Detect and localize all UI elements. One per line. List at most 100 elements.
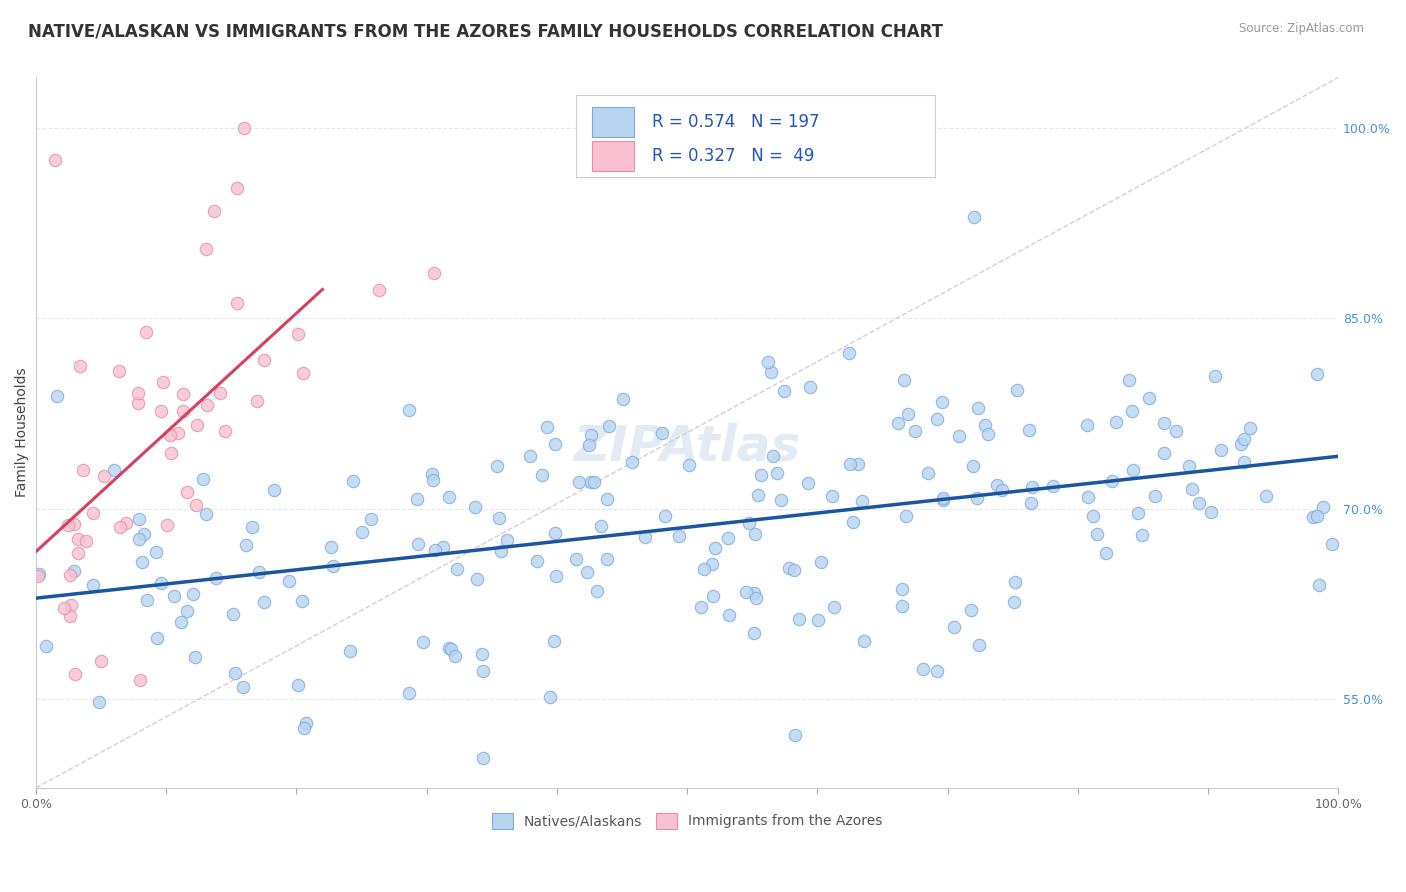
Point <box>807 613 830 627</box>
Point <box>620 454 643 468</box>
Point <box>738 516 761 531</box>
Point <box>702 589 724 603</box>
Point <box>491 543 513 558</box>
Point <box>595 492 617 507</box>
Point <box>129 673 152 687</box>
Point <box>1233 432 1256 446</box>
Point <box>72 462 94 476</box>
Point <box>943 620 966 634</box>
Point <box>842 516 865 530</box>
Point <box>742 586 765 600</box>
Point <box>810 555 832 569</box>
Point <box>253 595 276 609</box>
Point <box>437 490 460 504</box>
Point <box>851 494 873 508</box>
Point <box>472 664 495 678</box>
Point <box>904 425 927 439</box>
Point <box>948 429 970 443</box>
Point <box>89 695 111 709</box>
Point <box>46 388 69 402</box>
Point <box>27 568 49 582</box>
Point <box>67 546 90 560</box>
Point <box>423 266 446 280</box>
Point <box>134 527 156 541</box>
Point <box>437 641 460 656</box>
Point <box>589 519 612 533</box>
Point <box>486 459 509 474</box>
Point <box>367 283 389 297</box>
Point <box>295 715 318 730</box>
Point <box>60 598 83 612</box>
Point <box>799 380 821 394</box>
Point <box>519 449 541 463</box>
Point <box>1188 496 1211 510</box>
Point <box>471 647 494 661</box>
Point <box>991 483 1014 497</box>
Point <box>420 467 443 482</box>
Point <box>1018 423 1040 437</box>
Point <box>224 665 246 680</box>
Point <box>734 585 756 599</box>
Point <box>127 396 149 410</box>
Point <box>783 563 806 577</box>
Point <box>202 203 225 218</box>
Point <box>756 355 779 369</box>
Point <box>747 488 769 502</box>
Point <box>235 538 257 552</box>
Point <box>412 634 434 648</box>
Point <box>783 728 806 742</box>
Point <box>717 531 740 545</box>
Text: ZIPAtlas: ZIPAtlas <box>574 423 801 471</box>
Point <box>67 533 90 547</box>
Point <box>772 384 794 399</box>
Point <box>896 509 918 524</box>
Point <box>1077 491 1099 505</box>
Point <box>222 607 245 621</box>
Point <box>440 642 463 657</box>
Point <box>184 498 207 512</box>
Bar <box>592 107 634 137</box>
Point <box>464 500 486 514</box>
Point <box>172 387 194 401</box>
Point <box>612 392 634 406</box>
Point <box>1229 437 1251 451</box>
Point <box>749 467 772 482</box>
Point <box>287 326 309 341</box>
Point <box>52 601 75 615</box>
Point <box>321 540 343 554</box>
Point <box>287 678 309 692</box>
Point <box>1254 489 1277 503</box>
Point <box>962 458 984 473</box>
Point <box>1233 455 1256 469</box>
Point <box>208 385 231 400</box>
Point <box>108 364 131 378</box>
Point <box>44 153 66 167</box>
Point <box>1308 578 1330 592</box>
Point <box>744 526 766 541</box>
Point <box>1322 537 1344 551</box>
Point <box>1021 481 1043 495</box>
Point <box>1122 463 1144 477</box>
Point <box>838 457 860 471</box>
Legend: Natives/Alaskans, Immigrants from the Azores: Natives/Alaskans, Immigrants from the Az… <box>486 807 889 834</box>
Point <box>170 615 193 629</box>
Point <box>538 690 561 704</box>
Point <box>194 242 217 256</box>
Point <box>195 398 218 412</box>
Point <box>181 587 204 601</box>
Point <box>90 654 112 668</box>
Point <box>398 686 420 700</box>
Point <box>544 437 567 451</box>
Point <box>150 404 173 418</box>
Point <box>582 475 605 490</box>
Point <box>247 566 270 580</box>
Point <box>838 346 860 360</box>
Point <box>526 554 548 568</box>
Point <box>59 568 82 582</box>
Point <box>240 520 263 534</box>
Point <box>63 516 86 531</box>
Point <box>846 457 869 471</box>
Point <box>176 485 198 500</box>
Point <box>128 512 150 526</box>
Point <box>766 467 789 481</box>
